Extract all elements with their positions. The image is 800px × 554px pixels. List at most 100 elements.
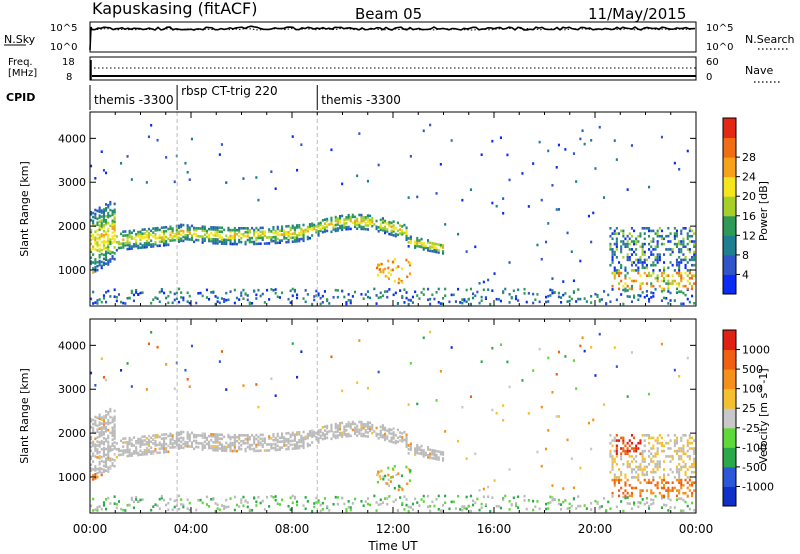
echo-cell-492	[126, 243, 129, 247]
echo-cell-1803	[336, 502, 339, 506]
echo-cell-778	[167, 243, 170, 247]
echo-cell-3021	[648, 481, 651, 484]
echo-cell-1812	[339, 216, 342, 220]
echo-cell-3136	[658, 227, 661, 230]
echo-cell-941	[190, 445, 193, 448]
echo-cell-3261	[673, 439, 676, 442]
echo-cell-2036	[381, 229, 384, 232]
echo-cell-2113	[394, 498, 397, 502]
echo-cell-1339	[255, 504, 258, 507]
echo-cell-2069	[386, 502, 389, 506]
echo-cell-1869	[347, 500, 350, 503]
echo-cell-42	[92, 237, 95, 241]
echo-cell-2325	[437, 450, 440, 453]
echo-cell-2811	[626, 395, 629, 398]
echo-cell-1695	[317, 429, 320, 432]
echo-cell-1554	[293, 232, 296, 235]
echo-cell-3537	[376, 480, 379, 484]
echo-cell-2834	[628, 277, 631, 280]
echo-cell-1676	[315, 228, 318, 232]
echo-cell-1781	[334, 426, 337, 430]
echo-cell-2232	[420, 245, 423, 249]
echo-cell-1115	[218, 360, 221, 363]
echo-cell-2982	[643, 261, 646, 264]
echo-cell-2997	[643, 434, 646, 437]
echo-cell-2066	[386, 222, 389, 225]
echo-cell-45	[92, 442, 95, 446]
echo-cell-431	[113, 415, 116, 419]
echo-cell-859	[178, 433, 181, 437]
echo-cell-3383	[684, 452, 687, 455]
echo-cell-944	[190, 234, 193, 237]
echo-cell-2203	[414, 451, 417, 454]
echo-cell-38	[92, 247, 95, 250]
echo-cell-2294	[431, 293, 434, 297]
echo-cell-2042	[381, 219, 384, 222]
echo-cell-267	[105, 459, 108, 463]
echo-cell-632	[145, 241, 148, 245]
echo-cell-240	[102, 218, 105, 221]
echo-cell-3125	[658, 491, 661, 495]
echo-cell-1763	[330, 423, 333, 427]
echo-cell-1071	[214, 439, 217, 442]
echo-cell-1407	[268, 505, 271, 508]
echo-cell-1945	[362, 426, 365, 430]
colorbar-swatch-6	[723, 369, 736, 390]
echo-cell-1283	[246, 435, 249, 439]
echo-cell-1451	[276, 448, 279, 452]
echo-cell-2491	[525, 507, 528, 511]
echo-cell-2249	[422, 449, 425, 452]
echo-cell-2421	[482, 487, 485, 491]
echo-cell-1615	[302, 440, 305, 444]
echo-cell-1595	[298, 431, 301, 434]
echo-cell-37	[92, 460, 95, 463]
echo-cell-2919	[637, 476, 640, 479]
echo-cell-2335	[439, 509, 442, 512]
echo-cell-2618	[590, 139, 593, 142]
echo-cell-2297	[433, 457, 436, 460]
echo-cell-3374	[684, 266, 687, 270]
echo-cell-1742	[326, 219, 329, 223]
echo-cell-1436	[274, 237, 277, 241]
echo-cell-1990	[369, 296, 372, 300]
echo-cell-818	[173, 234, 176, 238]
time-axis-label: Time UT	[367, 539, 418, 553]
echo-cell-1614	[302, 233, 305, 237]
echo-cell-3375	[684, 473, 687, 477]
echo-cell-1152	[225, 298, 228, 302]
echo-cell-3421	[688, 476, 691, 479]
echo-cell-3251	[673, 486, 676, 490]
echo-cell-1002	[203, 237, 206, 240]
echo-cell-1409	[270, 447, 273, 450]
echo-cell-1845	[345, 433, 348, 436]
echo-cell-958	[195, 238, 198, 242]
echo-cell-117	[96, 440, 99, 443]
echo-cell-2311	[435, 455, 438, 459]
echo-cell-2839	[628, 463, 631, 466]
echo-cell-138	[98, 255, 101, 259]
echo-cell-816	[173, 238, 176, 242]
echo-cell-1978	[366, 290, 369, 293]
echo-cell-1960	[364, 216, 367, 219]
echo-cell-1130	[220, 143, 223, 146]
echo-cell-1493	[283, 438, 286, 441]
echo-cell-3475	[693, 452, 696, 455]
echo-cell-3264	[675, 291, 678, 294]
echo-cell-3253	[673, 476, 676, 479]
echo-cell-3138	[660, 290, 663, 293]
echo-cell-1265	[244, 441, 247, 445]
echo-cell-2126	[399, 228, 402, 231]
echo-cell-683	[152, 434, 155, 437]
echo-cell-1889	[351, 502, 354, 505]
echo-cell-2115	[396, 440, 399, 444]
echo-cell-727	[158, 507, 161, 510]
echo-cell-2349	[442, 504, 445, 507]
echo-cell-1633	[306, 444, 309, 448]
echo-cell-2364	[454, 300, 457, 303]
echo-cell-1681	[315, 501, 318, 504]
echo-cell-1866	[347, 298, 350, 302]
echo-cell-1577	[296, 431, 299, 434]
echo-cell-1630	[304, 289, 307, 292]
echo-cell-573	[137, 453, 140, 457]
echo-cell-702	[156, 244, 159, 248]
